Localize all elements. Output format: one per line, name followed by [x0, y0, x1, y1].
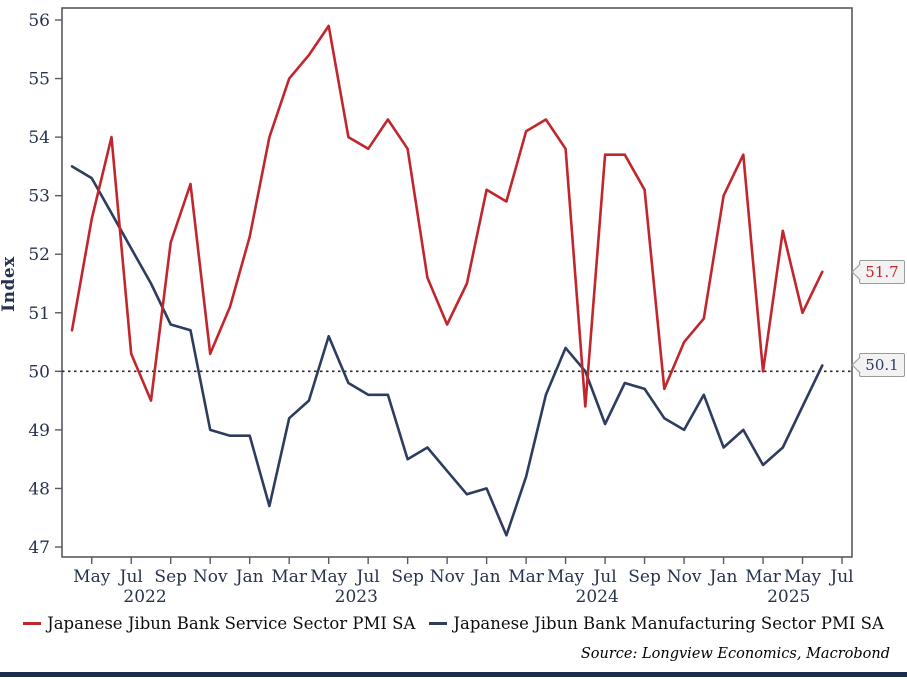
- x-tick-label: Jul: [828, 567, 853, 587]
- x-tick-label: Sep: [391, 567, 424, 587]
- y-tick-label: 53: [28, 187, 50, 207]
- x-tick-label: Jul: [591, 567, 616, 587]
- legend-label-manufacturing: Japanese Jibun Bank Manufacturing Sector…: [453, 614, 884, 633]
- x-tick-label: Jan: [708, 567, 738, 587]
- y-tick-label: 56: [28, 11, 50, 31]
- legend-item-service: Japanese Jibun Bank Service Sector PMI S…: [23, 614, 415, 633]
- x-tick-label: Jan: [471, 567, 501, 587]
- source-attribution: Source: Longview Economics, Macrobond: [580, 646, 890, 662]
- manufacturing-last-value: 50.1: [865, 356, 899, 375]
- chart-legend: Japanese Jibun Bank Service Sector PMI S…: [0, 614, 907, 633]
- x-tick-label: Nov: [667, 567, 702, 587]
- x-tick-label: Sep: [628, 567, 661, 587]
- x-tick-label: Mar: [271, 567, 308, 587]
- x-tick-label: May: [547, 567, 585, 587]
- x-year-label: 2022: [123, 587, 166, 607]
- x-tick-label: Jan: [234, 567, 264, 587]
- service-last-value: 51.7: [865, 262, 899, 281]
- x-tick-label: Mar: [745, 567, 782, 587]
- x-tick-label: Jul: [355, 567, 380, 587]
- y-tick-label: 54: [28, 128, 50, 148]
- legend-item-manufacturing: Japanese Jibun Bank Manufacturing Sector…: [429, 614, 884, 633]
- manufacturing-last-value-callout: 50.1: [851, 353, 905, 378]
- y-tick-label: 52: [28, 245, 50, 265]
- y-tick-label: 50: [28, 362, 50, 382]
- y-tick-label: 47: [28, 538, 50, 558]
- y-tick-label: 48: [28, 479, 50, 499]
- plot-border: [61, 7, 853, 558]
- x-tick-label: Sep: [154, 567, 187, 587]
- x-tick-label: Nov: [430, 567, 465, 587]
- x-tick-label: Jul: [118, 567, 143, 587]
- x-tick-label: Mar: [508, 567, 545, 587]
- x-tick-label: May: [784, 567, 822, 587]
- manufacturing-line-swatch-icon: [429, 622, 448, 625]
- y-tick-label: 49: [28, 421, 50, 441]
- service-pmi-line: [70, 24, 824, 408]
- x-year-label: 2023: [335, 587, 378, 607]
- x-tick-label: May: [310, 567, 348, 587]
- x-year-label: 2024: [576, 587, 619, 607]
- x-tick-label: Nov: [193, 567, 228, 587]
- service-line-swatch-icon: [23, 622, 42, 625]
- x-tick-label: May: [73, 567, 111, 587]
- service-last-value-callout: 51.7: [851, 259, 905, 284]
- legend-label-service: Japanese Jibun Bank Service Sector PMI S…: [47, 614, 416, 633]
- footer-accent-bar: [0, 672, 907, 677]
- y-tick-label: 55: [28, 70, 50, 90]
- manufacturing-pmi-line: [70, 165, 824, 537]
- x-year-label: 2025: [767, 587, 810, 607]
- y-axis-title: Index: [0, 256, 19, 312]
- y-tick-label: 51: [28, 304, 50, 324]
